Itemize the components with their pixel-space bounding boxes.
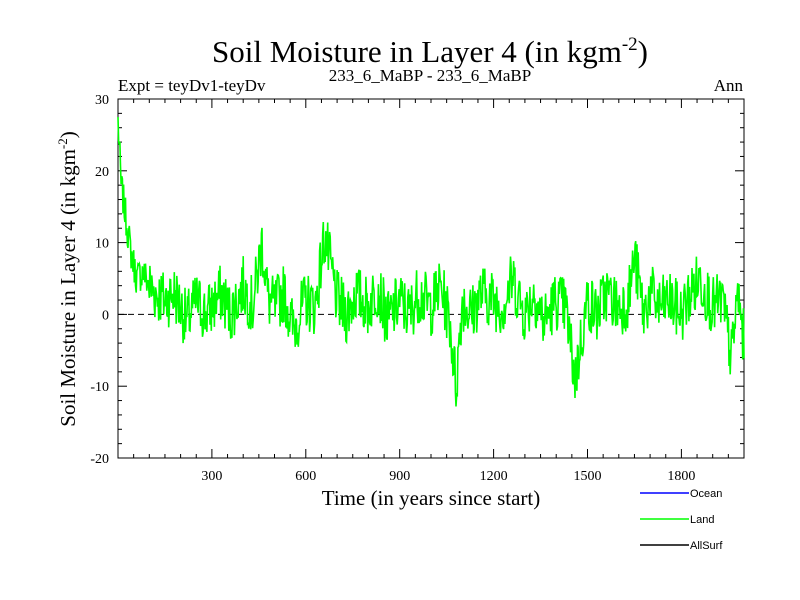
- x-tick-label: 600: [295, 469, 316, 484]
- x-tick-label: 300: [201, 469, 222, 484]
- y-axis-label-sup: -2: [55, 138, 70, 149]
- chart-title-text: Soil Moisture in Layer 4 (in kgm: [212, 34, 622, 69]
- y-tick-label: -20: [90, 452, 109, 467]
- subtitle-center: 233_6_MaBP - 233_6_MaBP: [329, 66, 531, 85]
- legend-label-allsurf: AllSurf: [690, 540, 723, 552]
- y-axis-label-text: Soil Moisture in Layer 4 (in kgm: [56, 149, 80, 427]
- subtitle-left: Expt = teyDv1-teyDv: [118, 76, 266, 95]
- y-tick-label: 0: [102, 308, 109, 323]
- x-tick-label: 1200: [480, 469, 508, 484]
- subtitle-right: Ann: [714, 76, 744, 95]
- chart-title: Soil Moisture in Layer 4 (in kgm-2): [212, 34, 648, 69]
- x-tick-label: 900: [389, 469, 410, 484]
- legend-label-ocean: Ocean: [690, 488, 722, 500]
- legend: Ocean Land AllSurf: [640, 488, 723, 552]
- x-tick-label: 1500: [574, 469, 602, 484]
- x-axis-label: Time (in years since start): [322, 486, 541, 510]
- y-axis-label: Soil Moisture in Layer 4 (in kgm-2): [55, 131, 80, 426]
- y-tick-label: -10: [90, 380, 109, 395]
- x-tick-label: 1800: [667, 469, 695, 484]
- chart-title-close: ): [638, 34, 648, 69]
- y-axis-label-close: ): [56, 131, 80, 138]
- y-tick-label: 30: [95, 93, 109, 108]
- chart-title-sup: -2: [622, 34, 638, 55]
- legend-label-land: Land: [690, 514, 714, 526]
- series-line-land: [117, 117, 745, 407]
- y-tick-label: 20: [95, 165, 109, 180]
- y-tick-label: 10: [95, 237, 109, 252]
